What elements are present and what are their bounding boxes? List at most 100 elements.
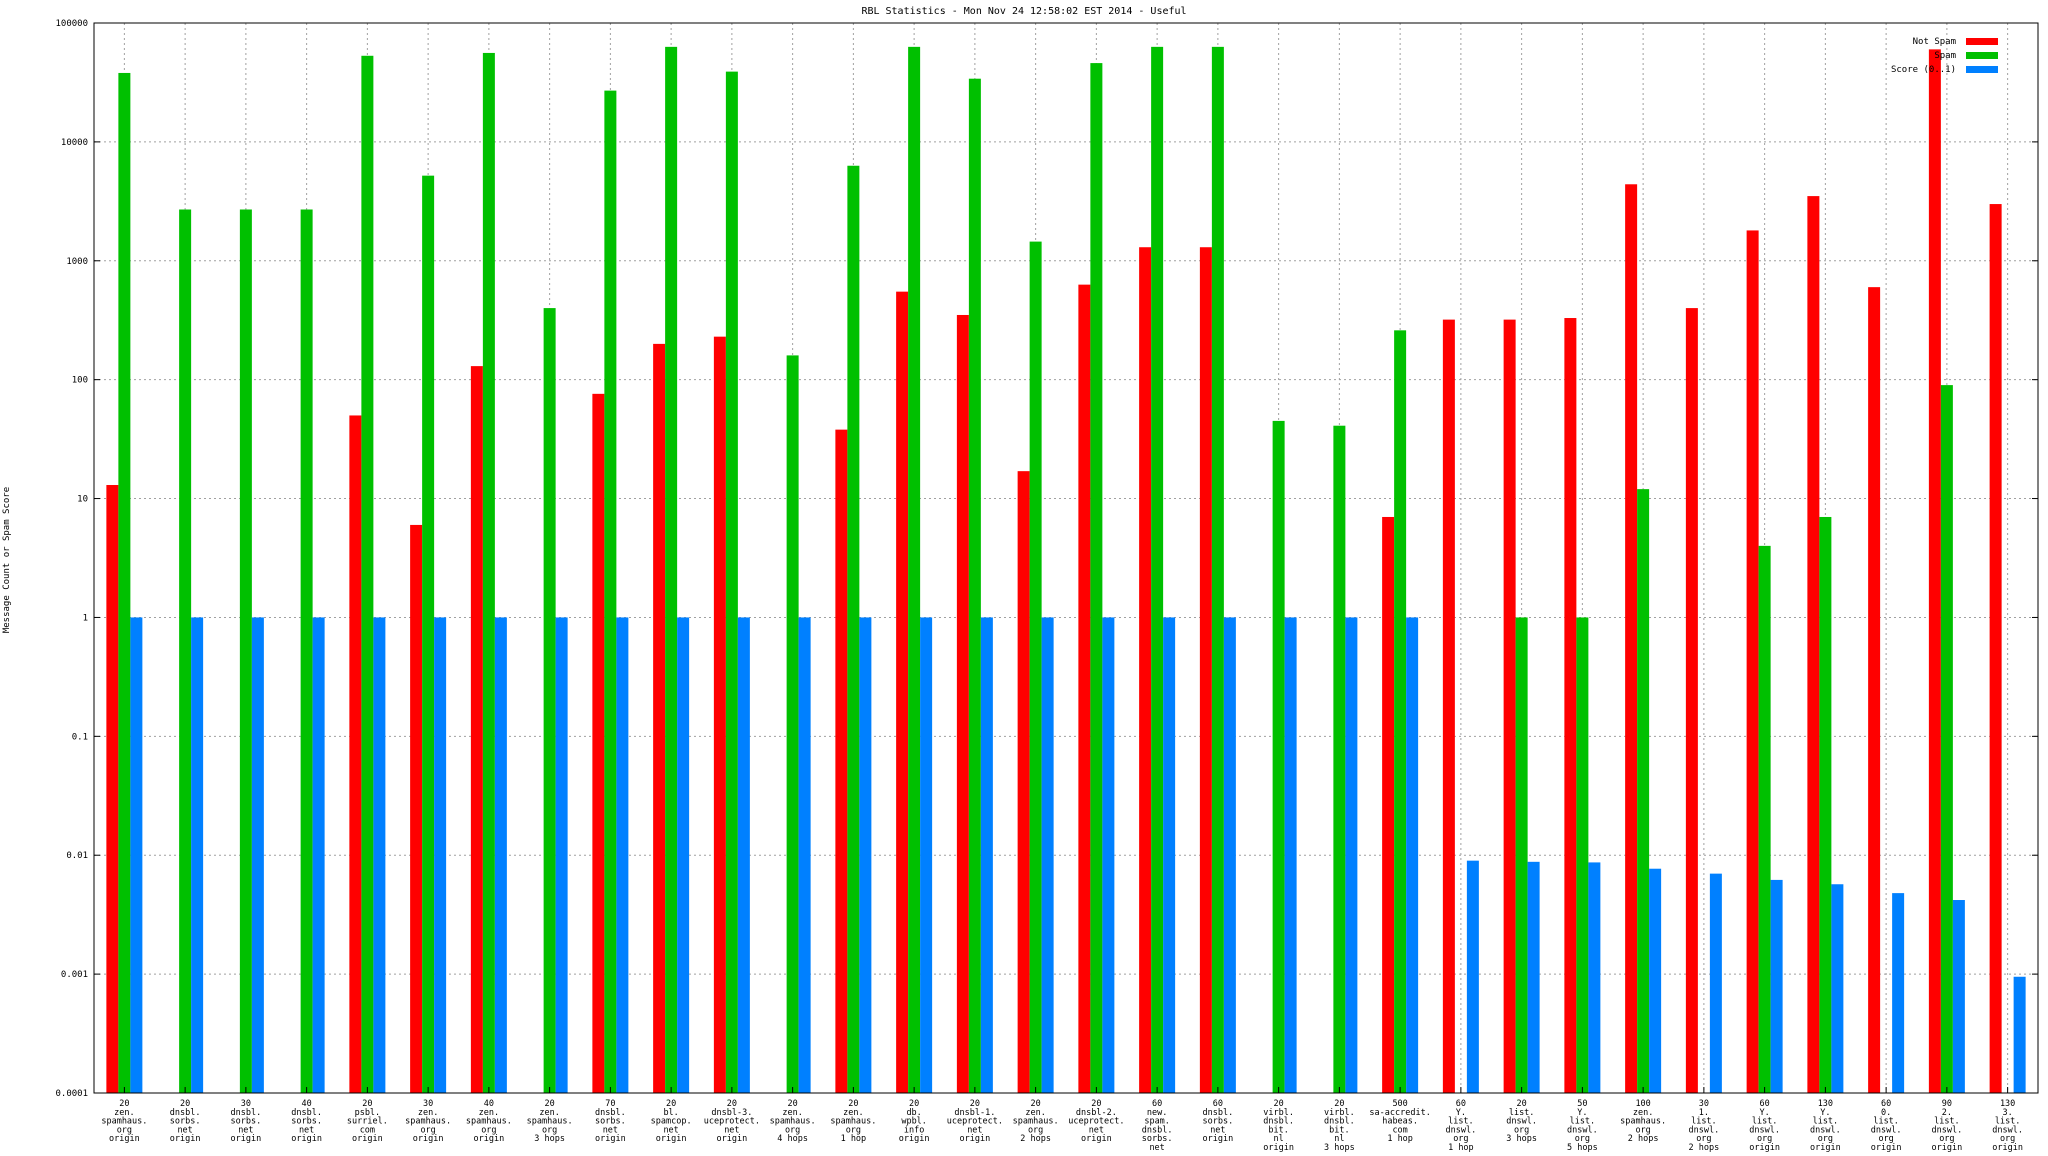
- bar-not-spam: Not Spam: 1300: [1139, 247, 1152, 1093]
- y-tick-label: 0.1: [72, 732, 88, 742]
- bar-score-0-1: Score (0..1): 1: [434, 617, 447, 1093]
- y-tick-label: 1: [83, 613, 88, 623]
- bar-spam: Spam: 63000: [665, 46, 678, 1093]
- x-category-label: 60 Y. list. dnswl. org 1 hop: [1446, 1099, 1477, 1152]
- y-tick-label: 10: [77, 495, 88, 505]
- bar-score-0-1: Score (0..1): 0.0077: [1649, 868, 1662, 1093]
- bar-spam: Spam: 2700: [300, 209, 313, 1094]
- x-category-label: 20 dnsbl-1. uceprotect. net origin: [947, 1099, 1003, 1144]
- bar-score-0-1: Score (0..1): 1: [312, 617, 325, 1093]
- x-category-label: 30 zen. spamhaus. org origin: [405, 1099, 451, 1144]
- bar-not-spam: Not Spam: 550: [896, 291, 909, 1094]
- y-tick-label: 10000: [61, 138, 88, 148]
- bar-score-0-1: Score (0..1): 0.007: [1709, 873, 1722, 1093]
- x-category-label: 130 Y. list. dnswl. org origin: [1810, 1099, 1841, 1152]
- legend-swatch: [1966, 52, 1998, 59]
- bar-score-0-1: Score (0..1): 1: [616, 617, 629, 1093]
- bars: Not Spam: 13 Not Spam: 50 Not Spam: 6 Not S…: [106, 46, 2026, 1094]
- x-category-label: 20 virbl. dnsbl. bit. nl origin: [1263, 1099, 1294, 1152]
- bar-score-0-1: Score (0..1): 1: [494, 617, 507, 1093]
- x-category-label: 60 dnsbl. sorbs. net origin: [1203, 1099, 1234, 1144]
- y-tick-label: 1000: [66, 257, 88, 267]
- bar-spam: Spam: 56000: [482, 52, 495, 1094]
- bar-not-spam: Not Spam: 60000: [1928, 49, 1941, 1093]
- bar-spam: Spam: 4: [1758, 545, 1771, 1093]
- bar-not-spam: Not Spam: 3500: [1807, 196, 1820, 1094]
- bar-not-spam: Not Spam: 330: [1564, 318, 1577, 1093]
- bar-score-0-1: Score (0..1): 0.0042: [1952, 900, 1965, 1093]
- x-category-label: 20 dnsbl-3. uceprotect. net origin: [704, 1099, 760, 1144]
- bar-not-spam: Not Spam: 320: [1503, 319, 1516, 1093]
- bar-not-spam: Not Spam: 3000: [1989, 204, 2002, 1094]
- bar-not-spam: Not Spam: 130: [470, 366, 483, 1093]
- bar-not-spam: Not Spam: 6: [410, 524, 423, 1093]
- y-tick-labels: 0.0001 0.001 0.01 0.1 1 10 100 1000 10000 100000: [55, 19, 88, 1099]
- bar-score-0-1: Score (0..1): 1: [737, 617, 750, 1093]
- legend-label: Spam: [1934, 51, 1956, 61]
- legend-swatch: [1966, 38, 1998, 45]
- bar-not-spam: Not Spam: 50: [349, 415, 362, 1093]
- bar-score-0-1: Score (0..1): 0.0088: [1527, 861, 1540, 1093]
- legend: Not Spam Spam Score (0..1): [1891, 37, 1998, 75]
- grid-lines: [94, 23, 2038, 1093]
- plot-border: [93, 22, 2039, 1094]
- x-category-label: 30 1. list. dnswl. org 2 hops: [1689, 1099, 1720, 1152]
- bar-not-spam: Not Spam: 1800: [1746, 230, 1759, 1093]
- bar-spam: Spam: 39000: [725, 71, 738, 1094]
- bar-spam: Spam: 45: [1272, 420, 1285, 1093]
- bar-spam: Spam: 63000: [1211, 46, 1224, 1093]
- x-category-label: 20 db. wpbl. info origin: [899, 1099, 930, 1144]
- bar-score-0-1: Score (0..1): 1: [191, 617, 204, 1093]
- axes: [93, 22, 2039, 1094]
- bar-spam: Spam: 27000: [604, 90, 617, 1093]
- bar-score-0-1: Score (0..1): 1: [1223, 617, 1236, 1093]
- bar-score-0-1: Score (0..1): 1: [555, 617, 568, 1093]
- bar-score-0-1: Score (0..1): 1: [1102, 617, 1115, 1093]
- bar-spam: Spam: 6300: [847, 165, 860, 1094]
- bar-not-spam: Not Spam: 400: [1685, 308, 1698, 1094]
- x-category-label: 20 dnsbl-2. uceprotect. net origin: [1068, 1099, 1124, 1144]
- bar-score-0-1: Score (0..1): 0.00095: [2013, 976, 2026, 1093]
- x-category-label: 20 zen. spamhaus. org 4 hops: [770, 1099, 816, 1144]
- y-tick-label: 0.01: [66, 851, 88, 861]
- bar-spam: Spam: 41: [1333, 425, 1346, 1093]
- bar-not-spam: Not Spam: 4400: [1625, 184, 1638, 1094]
- bar-spam: Spam: 63000: [908, 46, 921, 1093]
- bar-score-0-1: Score (0..1): 0.0087: [1588, 862, 1601, 1093]
- bar-spam: Spam: 90: [1940, 385, 1953, 1094]
- bar-not-spam: Not Spam: 320: [1442, 319, 1455, 1093]
- bar-not-spam: Not Spam: 7: [1382, 516, 1395, 1093]
- y-tick-label: 100000: [55, 19, 88, 29]
- legend-label: Not Spam: [1913, 37, 1956, 47]
- bar-score-0-1: Score (0..1): 1: [130, 617, 143, 1093]
- x-category-label: 100 zen. spamhaus. org 2 hops: [1620, 1099, 1666, 1144]
- x-category-label: 40 dnsbl. sorbs. net origin: [291, 1099, 322, 1144]
- bar-not-spam: Not Spam: 630: [1078, 284, 1091, 1094]
- bar-score-0-1: Score (0..1): 0.0062: [1770, 879, 1783, 1093]
- x-category-labels: 20 zen. spamhaus. org origin 20 dnsbl. sorbs. ne…: [101, 1099, 2023, 1156]
- x-category-label: 60 0. list. dnswl. org origin: [1871, 1099, 1902, 1152]
- x-category-label: 20 zen. spamhaus. org origin: [101, 1099, 147, 1144]
- bar-score-0-1: Score (0..1): 1: [798, 617, 811, 1093]
- bar-score-0-1: Score (0..1): 1: [677, 617, 690, 1093]
- bar-score-0-1: Score (0..1): 1: [980, 617, 993, 1093]
- bar-score-0-1: Score (0..1): 1: [920, 617, 933, 1093]
- bar-not-spam: Not Spam: 38: [835, 429, 848, 1093]
- bar-not-spam: Not Spam: 200: [653, 343, 666, 1093]
- bar-not-spam: Not Spam: 17: [1017, 471, 1030, 1094]
- bar-spam: Spam: 160: [786, 355, 799, 1094]
- y-tick-label: 100: [72, 376, 88, 386]
- y-tick-label: 0.0001: [55, 1089, 88, 1099]
- x-category-label: 90 2. list. dnswl. org origin: [1932, 1099, 1963, 1152]
- x-category-label: 50 Y. list. dnswl. org 5 hops: [1567, 1099, 1598, 1152]
- x-category-label: 40 zen. spamhaus. org origin: [466, 1099, 512, 1144]
- bar-score-0-1: Score (0..1): 1: [1345, 617, 1358, 1093]
- bar-spam: Spam: 46000: [1090, 63, 1103, 1093]
- bar-score-0-1: Score (0..1): 1: [1284, 617, 1297, 1093]
- x-category-label: 20 psbl. surriel. com origin: [347, 1099, 388, 1144]
- x-category-label: 20 list. dnswl. org 3 hops: [1506, 1099, 1537, 1144]
- x-category-label: 30 dnsbl. sorbs. net origin: [231, 1099, 262, 1144]
- bar-not-spam: Not Spam: 350: [956, 314, 969, 1093]
- bar-spam: Spam: 2700: [179, 209, 192, 1094]
